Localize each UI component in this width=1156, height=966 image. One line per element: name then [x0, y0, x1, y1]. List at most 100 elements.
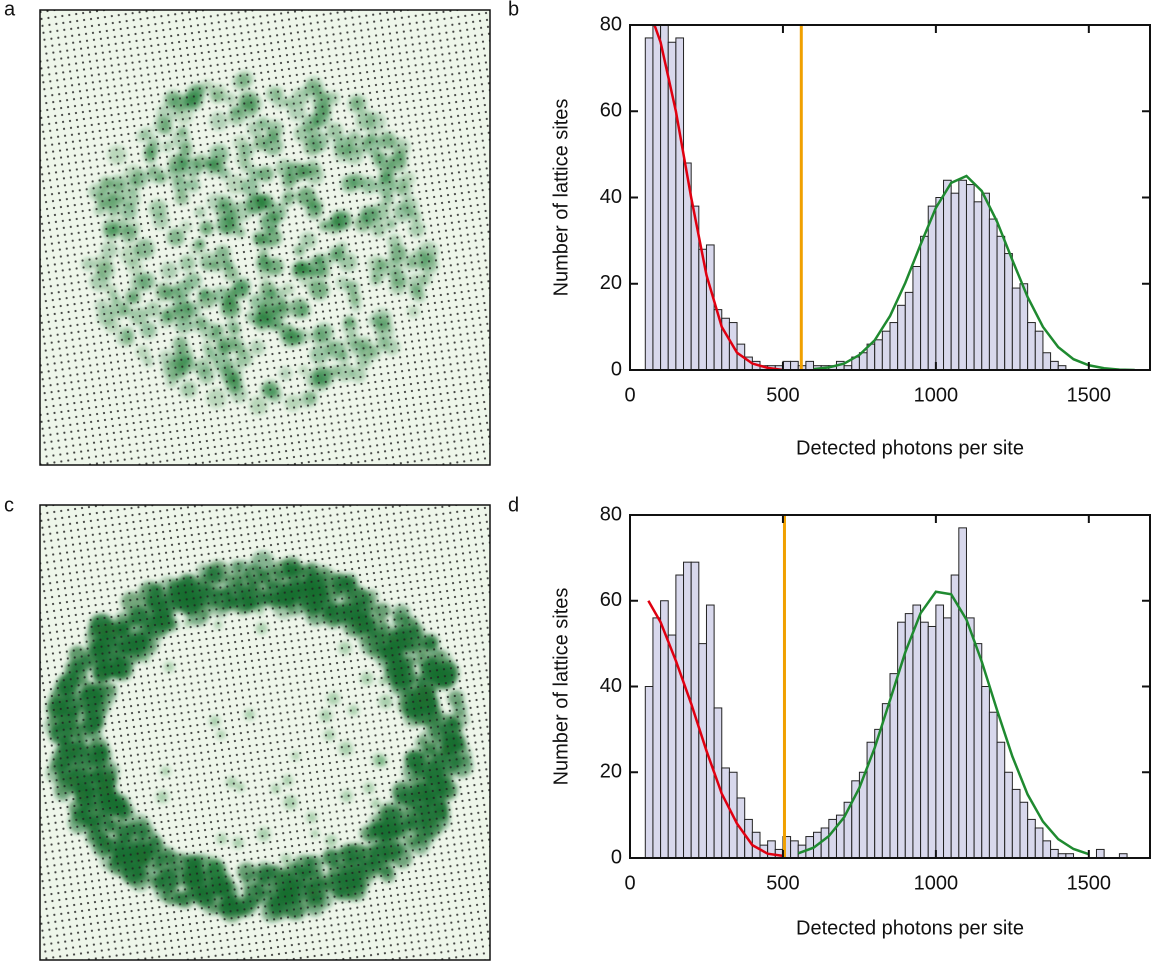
bar — [805, 360, 815, 370]
y-tick-label: 40 — [600, 675, 622, 697]
bar — [1027, 322, 1036, 370]
x-tick-label: 0 — [624, 872, 635, 894]
y-axis-label: Number of lattice sites — [550, 588, 572, 786]
bar — [889, 673, 899, 858]
x-tick-label: 1500 — [1067, 384, 1112, 406]
bar — [675, 574, 685, 858]
x-tick-label: 1000 — [914, 872, 959, 894]
panel-label: c — [4, 494, 14, 516]
y-tick-label: 80 — [600, 13, 622, 35]
bar — [874, 339, 883, 370]
bar — [881, 703, 891, 858]
image-a — [39, 9, 491, 466]
y-tick-label: 0 — [611, 846, 622, 868]
bar — [881, 330, 891, 370]
y-tick-label: 20 — [600, 761, 622, 783]
bar — [1118, 853, 1128, 858]
y-tick-label: 80 — [600, 503, 622, 525]
bar — [904, 291, 914, 370]
bar — [965, 617, 975, 858]
bar — [1027, 818, 1036, 858]
bar — [1065, 853, 1075, 858]
y-tick-label: 60 — [600, 589, 622, 611]
x-tick-label: 0 — [624, 384, 635, 406]
bar — [912, 266, 922, 370]
bar — [782, 360, 792, 370]
bar — [1095, 848, 1105, 858]
bar — [927, 205, 937, 370]
bar — [981, 192, 990, 370]
x-tick-label: 1000 — [914, 384, 959, 406]
bar — [705, 604, 715, 858]
bar — [828, 818, 837, 858]
y-tick-label: 40 — [600, 186, 622, 208]
bar — [1034, 827, 1044, 858]
y-tick-label: 60 — [600, 100, 622, 122]
bar — [1042, 840, 1052, 858]
bar — [996, 741, 1006, 858]
bar — [981, 686, 990, 858]
bar — [943, 617, 952, 858]
bar — [950, 192, 960, 370]
bar — [889, 322, 899, 370]
bar — [652, 617, 662, 858]
bar — [1019, 801, 1029, 858]
bar — [644, 37, 654, 370]
fit-curve — [647, 600, 784, 858]
plot-area — [644, 25, 1135, 370]
bar — [920, 621, 929, 858]
bar — [790, 840, 799, 858]
bar — [652, 25, 662, 370]
bar — [988, 218, 998, 370]
y-axis-label: Number of lattice sites — [550, 99, 572, 297]
bar — [1057, 365, 1067, 370]
bar — [1011, 287, 1021, 370]
bar — [965, 184, 975, 370]
bar — [705, 244, 715, 370]
bar — [950, 574, 960, 858]
bar — [675, 37, 685, 370]
bar — [667, 634, 677, 858]
bar — [935, 197, 945, 370]
fit-curve — [653, 25, 784, 370]
y-tick-label: 0 — [611, 358, 622, 380]
x-tick-label: 500 — [766, 872, 799, 894]
bar — [1011, 788, 1021, 858]
bar — [1004, 253, 1013, 370]
bar — [1050, 848, 1059, 858]
bar — [943, 179, 952, 370]
bar — [721, 317, 730, 370]
bar — [897, 304, 906, 370]
panel-label: a — [4, 0, 16, 20]
bar — [874, 728, 883, 858]
bar — [920, 235, 929, 370]
bar — [958, 179, 967, 370]
bar — [1034, 330, 1044, 370]
x-axis-label: Detected photons per site — [796, 437, 1024, 459]
bar — [973, 643, 983, 858]
bar — [1050, 360, 1059, 370]
bar — [958, 527, 967, 858]
bar — [996, 235, 1006, 370]
bar — [912, 604, 922, 858]
fit-curve — [797, 590, 1090, 856]
bar — [790, 360, 799, 370]
bar — [820, 827, 830, 858]
bar — [988, 711, 998, 858]
bar — [973, 201, 983, 370]
image-c — [39, 504, 491, 961]
bar — [721, 767, 730, 858]
x-tick-label: 500 — [766, 384, 799, 406]
bar — [927, 625, 937, 858]
y-tick-label: 20 — [600, 272, 622, 294]
panel-label: d — [508, 494, 519, 516]
bar — [683, 561, 692, 858]
bar — [935, 604, 945, 858]
panel-label: b — [508, 0, 519, 20]
bar — [644, 686, 654, 858]
plot-area — [644, 515, 1128, 858]
x-axis-label: Detected photons per site — [796, 917, 1024, 939]
fit-curve — [813, 174, 1135, 370]
bar — [1004, 771, 1013, 858]
